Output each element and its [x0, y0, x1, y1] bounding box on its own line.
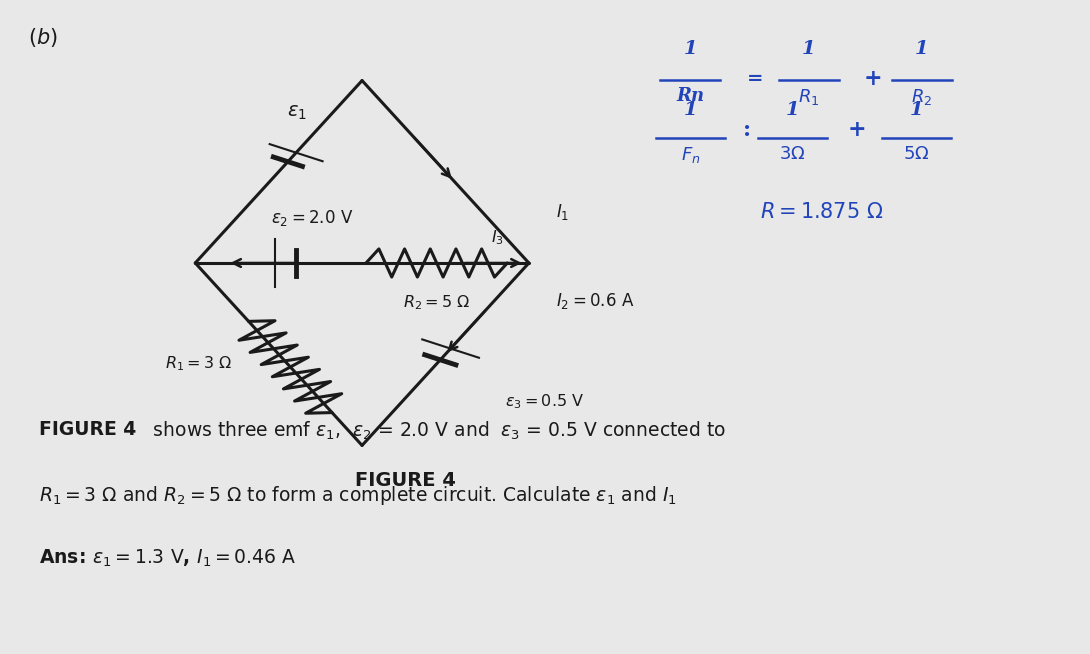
- Text: $I_1$: $I_1$: [556, 202, 569, 222]
- Text: 1: 1: [786, 101, 799, 119]
- Text: =: =: [747, 69, 763, 88]
- Text: FIGURE 4: FIGURE 4: [39, 420, 136, 439]
- Text: Rn: Rn: [676, 87, 704, 105]
- Text: $3\Omega$: $3\Omega$: [779, 145, 806, 163]
- Text: $R = 1.875\ \Omega$: $R = 1.875\ \Omega$: [760, 202, 884, 222]
- Text: 1: 1: [683, 40, 698, 58]
- Text: +: +: [864, 67, 883, 90]
- Text: $5\Omega$: $5\Omega$: [903, 145, 930, 163]
- Text: 1: 1: [909, 101, 923, 119]
- Text: $R_1 = 3\ \Omega$: $R_1 = 3\ \Omega$: [166, 354, 232, 373]
- Text: :: :: [743, 120, 751, 141]
- Text: $\varepsilon_3 = 0.5\ \mathrm{V}$: $\varepsilon_3 = 0.5\ \mathrm{V}$: [505, 392, 584, 411]
- Text: 1: 1: [683, 101, 698, 119]
- Text: Ans: $\varepsilon_1 = 1.3\ \mathrm{V}$, $I_1 = 0.46\ \mathrm{A}$: Ans: $\varepsilon_1 = 1.3\ \mathrm{V}$, …: [39, 548, 296, 569]
- Text: +: +: [848, 120, 867, 141]
- Text: $R_2 = 5\ \Omega$: $R_2 = 5\ \Omega$: [403, 294, 471, 313]
- Text: $R_1$: $R_1$: [798, 87, 820, 107]
- Text: $I_2{=}0.6\ \mathrm{A}$: $I_2{=}0.6\ \mathrm{A}$: [556, 292, 634, 311]
- Text: $\varepsilon_2 = 2.0\ \mathrm{V}$: $\varepsilon_2 = 2.0\ \mathrm{V}$: [271, 208, 353, 228]
- Text: $I_3$: $I_3$: [492, 228, 504, 247]
- Text: 1: 1: [802, 40, 815, 58]
- Text: $R_2$: $R_2$: [911, 87, 932, 107]
- Text: 1: 1: [915, 40, 929, 58]
- Text: $F_n$: $F_n$: [680, 145, 700, 165]
- Text: FIGURE 4: FIGURE 4: [354, 471, 456, 490]
- Text: $R_1 = 3\ \Omega$ and $R_2 = 5\ \Omega$ to form a complete circuit. Calculate $\: $R_1 = 3\ \Omega$ and $R_2 = 5\ \Omega$ …: [39, 484, 677, 507]
- Text: $\varepsilon_1$: $\varepsilon_1$: [288, 104, 307, 122]
- Text: shows three emf $\varepsilon_1$,  $\varepsilon_2$ = 2.0 V and  $\varepsilon_3$ =: shows three emf $\varepsilon_1$, $\varep…: [147, 420, 726, 442]
- Text: $(b)$: $(b)$: [28, 26, 58, 49]
